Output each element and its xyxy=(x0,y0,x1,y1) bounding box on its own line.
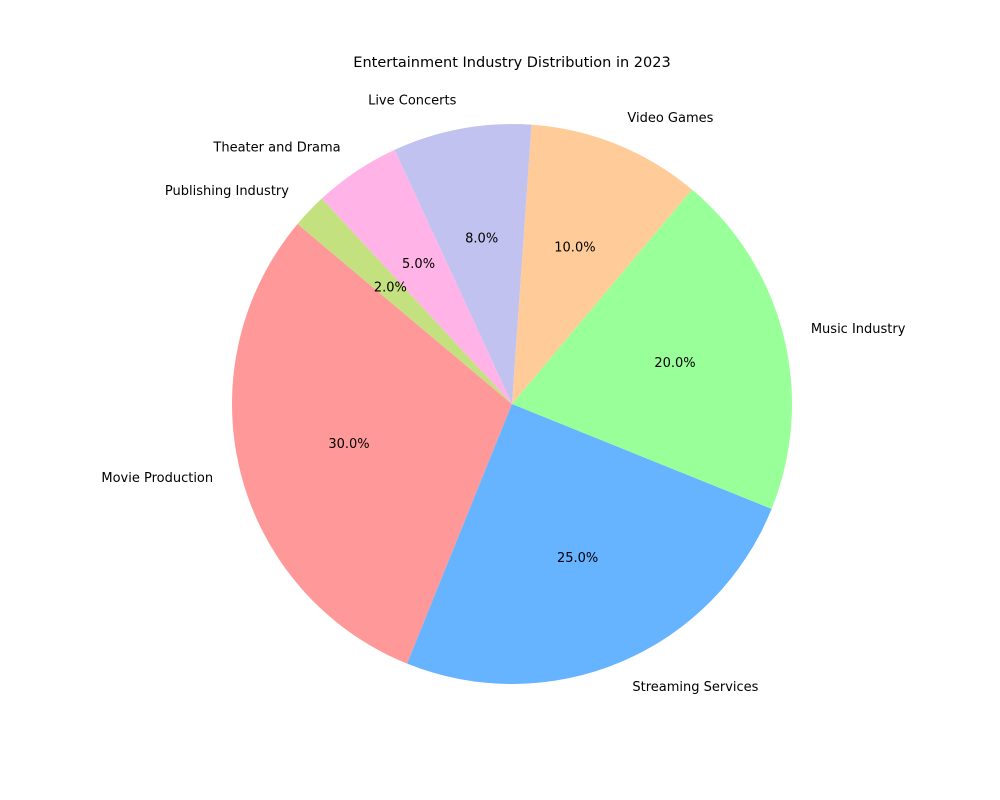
pie-slice-live-concerts xyxy=(394,123,532,404)
pie-slice-streaming-services xyxy=(407,404,772,684)
pie-slice-theater-and-drama xyxy=(321,149,512,404)
slice-category-label: Theater and Drama xyxy=(212,141,340,156)
slice-percent-label: 30.0% xyxy=(328,437,369,452)
pie-slice-music-industry xyxy=(512,189,792,509)
slice-category-label: Streaming Services xyxy=(632,680,758,695)
slice-category-label: Music Industry xyxy=(811,322,906,337)
slice-category-label: Movie Production xyxy=(101,471,213,486)
slice-percent-label: 2.0% xyxy=(374,281,407,296)
slice-category-label: Publishing Industry xyxy=(165,184,289,199)
slice-percent-label: 25.0% xyxy=(557,551,598,566)
pie-slice-movie-production xyxy=(232,224,512,664)
chart-title: Entertainment Industry Distribution in 2… xyxy=(353,55,670,71)
slice-percent-label: 20.0% xyxy=(654,356,695,371)
slice-category-label: Video Games xyxy=(627,111,713,126)
pie-slices xyxy=(232,123,792,684)
slice-percent-label: 10.0% xyxy=(554,241,595,256)
slice-category-label: Live Concerts xyxy=(368,94,457,109)
slice-percent-label: 5.0% xyxy=(402,257,435,272)
pie-slice-publishing-industry xyxy=(297,198,512,404)
slice-percent-label: 8.0% xyxy=(465,231,498,246)
pie-slice-video-games xyxy=(512,124,692,405)
pie-labels: 30.0% Movie Production 25.0% Streaming Serv… xyxy=(101,94,905,695)
